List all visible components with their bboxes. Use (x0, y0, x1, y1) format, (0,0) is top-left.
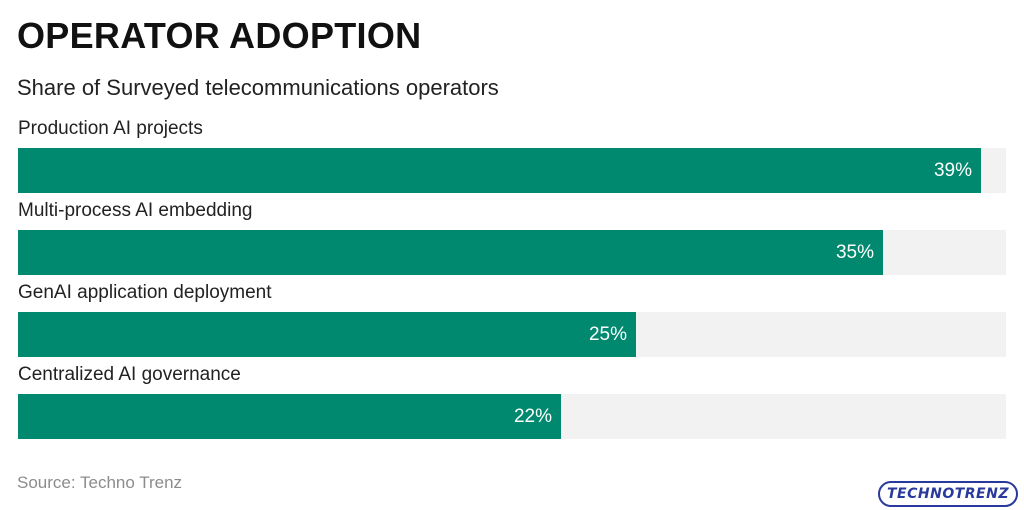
category-label: Centralized AI governance (18, 364, 241, 385)
bar: 22% (18, 394, 561, 439)
bar-value-label: 22% (513, 406, 552, 427)
category-label: Multi-process AI embedding (18, 200, 253, 221)
logo-wordmark: TECHNOTRENZ (887, 486, 1009, 502)
bar-row: GenAI application deployment 25% (18, 278, 1006, 360)
bar-value-label: 39% (933, 160, 972, 181)
chart-title: OPERATOR ADOPTION (17, 15, 422, 56)
bar-value-label: 35% (835, 242, 874, 263)
technotrenz-logo: TECHNOTRENZ (878, 481, 1018, 507)
category-label: Production AI projects (18, 118, 203, 139)
bar: 25% (18, 312, 636, 357)
bar: 39% (18, 148, 981, 193)
bar: 35% (18, 230, 883, 275)
bar-value-label: 25% (588, 324, 627, 345)
bar-row: Centralized AI governance 22% (18, 360, 1006, 442)
bar-track: 39% (18, 148, 1006, 193)
bar-track: 35% (18, 230, 1006, 275)
source-note: Source: Techno Trenz (17, 473, 183, 492)
chart-subtitle: Share of Surveyed telecommunications ope… (17, 75, 499, 100)
bar-chart: Production AI projects 39% Multi-process A… (18, 114, 1006, 442)
bar-row: Production AI projects 39% (18, 114, 1006, 196)
bar-track: 25% (18, 312, 1006, 357)
category-label: GenAI application deployment (18, 282, 272, 303)
bar-row: Multi-process AI embedding 35% (18, 196, 1006, 278)
bar-track: 22% (18, 394, 1006, 439)
